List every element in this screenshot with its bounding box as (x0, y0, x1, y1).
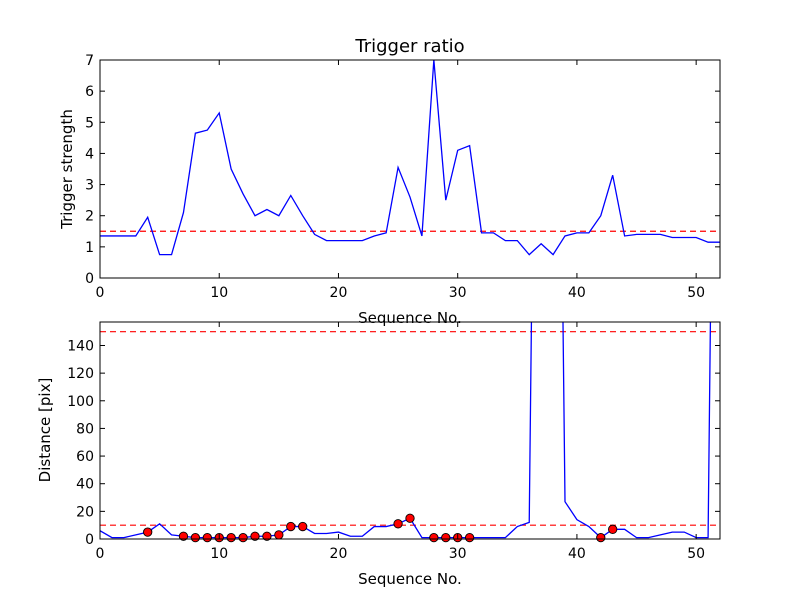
data-point (405, 513, 415, 523)
axes-frame (99, 321, 721, 540)
data-point (274, 530, 284, 540)
x-tick-label: 20 (330, 285, 348, 301)
plot-area: 0 10 20 30 40 50 0 1 2 3 4 5 6 7 (85, 53, 721, 301)
distance-chart: 0 10 20 30 40 50 0 20 40 60 80 100 120 140 Sequence N… (36, 321, 721, 588)
y-tick-label: 6 (85, 84, 94, 100)
data-point (250, 531, 260, 541)
x-tick-label: 30 (449, 546, 467, 562)
x-axis-label: Sequence No. (358, 309, 462, 327)
chart-title: Trigger ratio (354, 36, 464, 57)
x-tick-label: 10 (210, 285, 228, 301)
x-tick-label: 40 (568, 285, 586, 301)
x-tick-label: 40 (568, 546, 586, 562)
y-axis-label: Distance [pix] (36, 378, 54, 483)
y-tick-label: 0 (85, 271, 94, 287)
x-axis-label: Sequence No. (358, 570, 462, 588)
data-point (226, 532, 236, 543)
x-tick-label: 30 (449, 285, 467, 301)
data-point (190, 532, 201, 543)
axes-frame (99, 59, 721, 279)
data-point (393, 519, 403, 529)
y-tick-label: 140 (67, 338, 94, 354)
y-tick-label: 4 (85, 146, 94, 162)
y-tick-label: 20 (76, 504, 94, 520)
plot-area: 0 10 20 30 40 50 0 20 40 60 80 100 120 140 (67, 321, 721, 562)
x-tick-label: 50 (687, 546, 705, 562)
y-tick-label: 2 (85, 209, 94, 225)
data-point (464, 532, 475, 543)
data-point (608, 524, 618, 534)
y-tick-label: 40 (76, 477, 94, 493)
data-point (429, 532, 439, 543)
data-point (238, 532, 248, 543)
y-tick-label: 60 (76, 449, 94, 465)
x-tick-label: 0 (96, 546, 105, 562)
data-point (143, 527, 153, 537)
data-point (298, 521, 308, 532)
x-tick-label: 0 (96, 285, 105, 301)
x-tick-label: 50 (687, 285, 705, 301)
y-tick-label: 80 (76, 421, 94, 437)
y-tick-label: 1 (85, 240, 94, 256)
data-point (178, 531, 189, 541)
y-tick-label: 100 (67, 394, 94, 410)
data-point (202, 532, 212, 543)
y-tick-label: 7 (85, 53, 94, 69)
y-tick-label: 5 (85, 115, 94, 131)
y-tick-label: 3 (85, 178, 94, 194)
x-tick-label: 10 (210, 546, 228, 562)
x-tick-label: 20 (330, 546, 348, 562)
y-axis-label: Trigger strength (58, 109, 76, 230)
data-point (441, 532, 451, 543)
y-tick-label: 0 (85, 532, 94, 548)
series-line (100, 60, 720, 256)
data-point (596, 532, 606, 543)
data-point (262, 531, 272, 541)
data-point (286, 521, 296, 532)
y-tick-label: 120 (67, 366, 94, 382)
